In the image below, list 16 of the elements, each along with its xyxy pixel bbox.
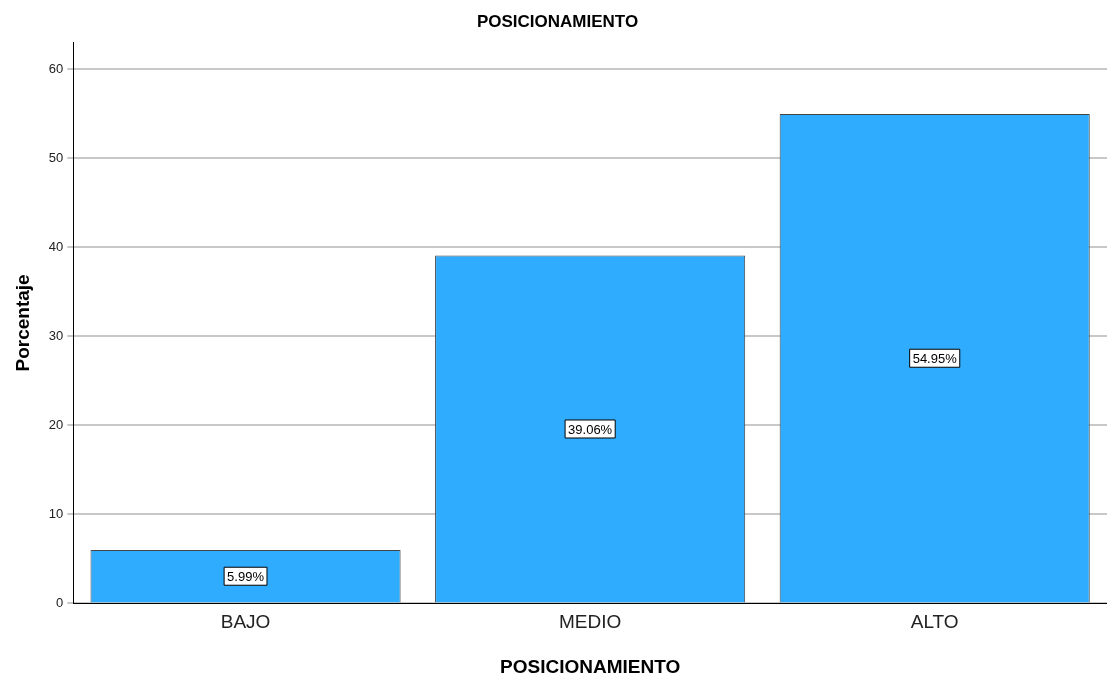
y-axis-title: Porcentaje <box>11 274 33 372</box>
x-tick-label: MEDIO <box>558 611 622 633</box>
y-tick-label: 60 <box>48 60 64 76</box>
data-label: 39.06% <box>568 421 613 437</box>
y-tick-label: 40 <box>48 238 64 254</box>
y-tick-label: 50 <box>48 149 64 165</box>
chart-title: POSICIONAMIENTO <box>476 11 639 31</box>
y-tick-label: 30 <box>48 327 64 343</box>
y-tick-label: 0 <box>56 594 64 610</box>
data-label: 54.95% <box>912 350 958 366</box>
x-tick-label: ALTO <box>910 611 959 633</box>
x-tick-label: BAJO <box>220 611 271 633</box>
y-tick-label: 20 <box>48 416 64 432</box>
y-tick-label: 10 <box>48 505 64 521</box>
x-axis-title: POSICIONAMIENTO <box>500 655 681 677</box>
data-label: 5.99% <box>227 568 265 584</box>
